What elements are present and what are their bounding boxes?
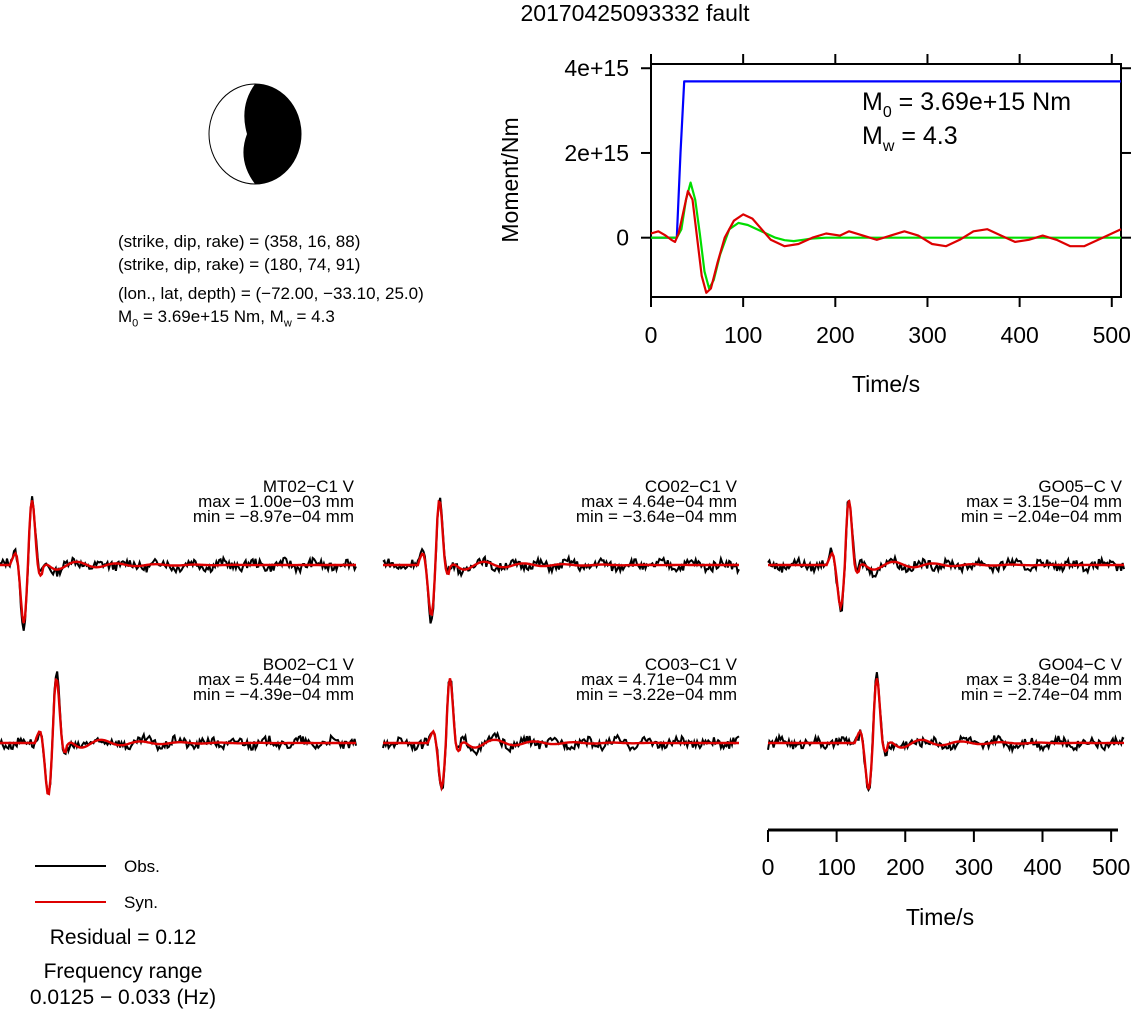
mechanism-info: (strike, dip, rake) = (358, 16, 88) (str… — [118, 230, 424, 335]
moment-rate-red-line — [650, 190, 1122, 294]
moment-xtick-label: 300 — [908, 322, 946, 348]
synthetic-waveform — [383, 678, 739, 792]
station-max-label: max = 3.84e−04 mm — [966, 670, 1122, 689]
moment-ylabel: Moment/Nm — [497, 117, 523, 242]
nodal-plane-2: (strike, dip, rake) = (180, 74, 91) — [118, 255, 361, 274]
synthetic-waveform — [768, 500, 1124, 612]
moment-ytick-label: 0 — [616, 225, 629, 251]
nodal-plane-1: (strike, dip, rake) = (358, 16, 88) — [118, 232, 361, 251]
location: (lon., lat, depth) = (−72.00, −33.10, 25… — [118, 284, 424, 303]
station-max-label: max = 4.64e−04 mm — [581, 492, 737, 511]
moment-mw-label: Mw = 4.3 — [862, 122, 958, 155]
observed-waveform — [0, 496, 357, 631]
station-min-label: min = −2.74e−04 mm — [960, 685, 1122, 704]
freq-range-title: Frequency range — [43, 960, 203, 983]
station-name-label: GO04−C V — [1038, 655, 1122, 674]
station-name-label: MT02−C1 V — [262, 477, 354, 496]
synthetic-waveform — [383, 499, 739, 617]
wave-xtick-label: 0 — [762, 854, 775, 880]
station-min-label: min = −2.04e−04 mm — [960, 507, 1122, 526]
moment-chart: 0 2e+15 4e+15 0 100 200 300 400 500 Moment/Nm Ti… — [497, 54, 1131, 397]
synthetic-waveform — [768, 678, 1124, 790]
moment-xlabel: Time/s — [852, 371, 920, 397]
wave-xtick-label: 200 — [886, 854, 924, 880]
station-name-label: BO02−C1 V — [262, 655, 354, 674]
wave-xtick-label: 300 — [955, 854, 993, 880]
waveform-time-axis: 0 100 200 300 400 500 Time/s — [762, 828, 1130, 930]
moment-xtick-label: 0 — [645, 322, 658, 348]
moment-xtick-label: 200 — [816, 322, 854, 348]
focal-mechanism-beachball — [208, 83, 302, 185]
moment-xtick-label: 100 — [724, 322, 762, 348]
observed-waveform — [767, 672, 1125, 793]
moment-ytick-label: 2e+15 — [564, 140, 629, 166]
moment-plot-frame — [650, 63, 1122, 298]
moment-axis-ticks: 0 2e+15 4e+15 0 100 200 300 400 500 — [564, 54, 1131, 348]
freq-range-value: 0.0125 − 0.033 (Hz) — [29, 986, 217, 1009]
station-min-label: min = −8.97e−04 mm — [192, 507, 354, 526]
wave-xtick-label: 100 — [817, 854, 855, 880]
waveform-xlabel: Time/s — [906, 904, 974, 930]
station-name-label: CO02−C1 V — [644, 477, 737, 496]
page-title: 20170425093332 fault — [520, 0, 750, 26]
station-name-label: GO05−C V — [1038, 477, 1122, 496]
residual-text: Residual = 0.12 — [49, 926, 197, 949]
station-name-label: CO03−C1 V — [644, 655, 737, 674]
waveform-grid — [0, 496, 1125, 796]
moment-xtick-label: 500 — [1093, 322, 1131, 348]
station-max-label: max = 1.00e−03 mm — [198, 492, 354, 511]
wave-xtick-label: 400 — [1023, 854, 1061, 880]
station-max-label: max = 4.71e−04 mm — [581, 670, 737, 689]
moment-series — [650, 80, 1122, 294]
wave-xtick-label: 500 — [1092, 854, 1130, 880]
station-min-label: min = −3.22e−04 mm — [575, 685, 737, 704]
station-min-label: min = −4.39e−04 mm — [192, 685, 354, 704]
synthetic-waveform — [0, 500, 356, 624]
legend-obs-label: Obs. — [124, 857, 160, 876]
station-max-label: max = 5.44e−04 mm — [198, 670, 354, 689]
legend-syn-label: Syn. — [124, 893, 159, 912]
moment-summary: M0 = 3.69e+15 Nm, Mw = 4.3 — [118, 307, 335, 330]
moment-xtick-label: 400 — [1000, 322, 1038, 348]
moment-rate-green-line — [651, 181, 1121, 290]
moment-ytick-label: 4e+15 — [564, 55, 629, 81]
moment-m0-label: M0 = 3.69e+15 Nm — [862, 88, 1071, 121]
synthetic-waveform — [0, 677, 356, 796]
legend-lines — [35, 865, 106, 903]
station-min-label: min = −3.64e−04 mm — [575, 507, 737, 526]
station-max-label: max = 3.15e−04 mm — [966, 492, 1122, 511]
